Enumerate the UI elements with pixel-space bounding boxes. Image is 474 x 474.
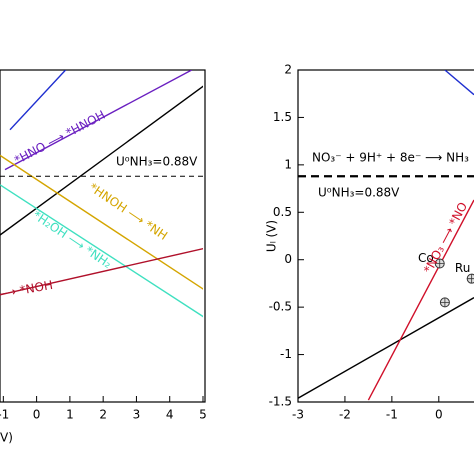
annotation: *HNOH ⟶ *NH — [87, 180, 171, 243]
data-line — [444, 70, 474, 96]
data-line — [0, 247, 203, 296]
annotation: U⁰NH₃=0.88V — [116, 155, 198, 169]
point-label: Ru — [455, 261, 470, 275]
data-line — [0, 154, 203, 290]
data-line — [0, 184, 203, 318]
point-cross — [467, 274, 474, 284]
y-axis-label: Uₗ (V) — [265, 220, 279, 252]
y-tick-label: 1 — [284, 157, 292, 171]
x-tick-label: -3 — [292, 408, 304, 422]
plot-frame — [297, 69, 474, 403]
x-axis-label: V) — [0, 431, 13, 445]
y-tick-label: -1.5 — [269, 395, 292, 409]
annotation: ⟶ *NOH — [0, 278, 54, 301]
x-tick-label: -1 — [386, 408, 398, 422]
x-tick-label: 1 — [66, 408, 74, 422]
x-tick-label: 4 — [166, 408, 174, 422]
plot-area — [0, 70, 203, 318]
x-tick-label: 2 — [99, 408, 107, 422]
plot-area — [298, 70, 474, 401]
x-tick-label: -2 — [339, 408, 351, 422]
point-cross — [440, 297, 450, 307]
annotation: U⁰NH₃=0.88V — [318, 186, 400, 200]
point-cross — [435, 259, 445, 269]
point-label: Co — [418, 251, 434, 265]
data-line — [298, 297, 474, 399]
data-line — [4, 70, 193, 171]
y-tick-label: -0.5 — [269, 300, 292, 314]
data-line — [367, 199, 474, 401]
annotation: NO₃⁻ + 9H⁺ + 8e⁻ ⟶ NH₃ — [312, 151, 469, 165]
x-tick-label: 0 — [435, 408, 443, 422]
y-tick-label: -1 — [280, 347, 292, 361]
plot-frame — [0, 69, 206, 403]
y-tick-label: 0 — [284, 252, 292, 266]
annotation: *HNO ⟶ *HNOH — [12, 108, 108, 168]
data-line — [0, 85, 203, 236]
y-tick-label: 2 — [284, 63, 292, 77]
x-tick-label: 3 — [133, 408, 141, 422]
data-line — [9, 70, 67, 131]
y-tick-label: 0.5 — [273, 205, 292, 219]
x-tick-label: 5 — [199, 408, 207, 422]
y-tick-label: 1.5 — [273, 110, 292, 124]
x-tick-label: -1 — [0, 408, 9, 422]
x-tick-label: 0 — [33, 408, 41, 422]
annotation: *H₂OH ⟶ *NH₂ — [30, 208, 114, 271]
